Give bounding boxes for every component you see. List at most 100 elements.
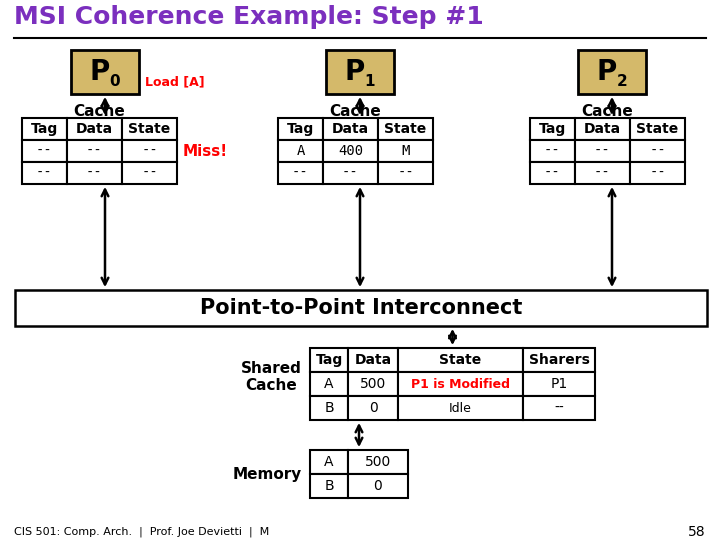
Bar	[523, 372, 595, 396]
Text: Sharers: Sharers	[528, 353, 590, 367]
Bar	[398, 396, 523, 420]
Bar	[630, 162, 685, 184]
Text: 1: 1	[365, 73, 375, 89]
Bar	[22, 162, 67, 184]
Bar	[310, 474, 348, 498]
Text: --: --	[141, 144, 158, 158]
Text: Tag: Tag	[31, 122, 58, 136]
Bar	[122, 162, 177, 184]
Text: State: State	[636, 122, 679, 136]
Text: 0: 0	[374, 479, 382, 493]
Bar	[22, 118, 67, 140]
Bar	[323, 140, 378, 162]
Text: State: State	[128, 122, 171, 136]
Text: Load [A]: Load [A]	[145, 76, 204, 89]
Text: A: A	[297, 144, 305, 158]
Text: Point-to-Point Interconnect: Point-to-Point Interconnect	[200, 298, 522, 318]
Text: --: --	[594, 166, 611, 180]
Bar	[530, 162, 575, 184]
Bar	[278, 162, 323, 184]
Bar	[323, 162, 378, 184]
Text: P1: P1	[550, 377, 567, 391]
Bar	[348, 396, 398, 420]
Bar	[71, 50, 139, 94]
Text: --: --	[544, 144, 561, 158]
Text: Idle: Idle	[449, 402, 472, 415]
Bar	[310, 450, 348, 474]
Bar	[310, 396, 348, 420]
Text: --: --	[86, 144, 103, 158]
Text: --: --	[649, 166, 666, 180]
Text: Cache: Cache	[73, 105, 125, 119]
Bar	[378, 118, 433, 140]
Bar	[348, 474, 408, 498]
Text: --: --	[36, 144, 53, 158]
Bar	[122, 140, 177, 162]
Text: --: --	[141, 166, 158, 180]
Text: 0: 0	[109, 73, 120, 89]
Bar	[398, 348, 523, 372]
Bar	[575, 118, 630, 140]
Bar	[67, 140, 122, 162]
Text: --: --	[554, 401, 564, 415]
Bar	[630, 140, 685, 162]
Bar	[326, 50, 394, 94]
Bar	[523, 348, 595, 372]
Text: A: A	[324, 377, 334, 391]
Text: MSI Coherence Example: Step #1: MSI Coherence Example: Step #1	[14, 5, 484, 29]
Text: 2: 2	[616, 73, 627, 89]
Text: --: --	[86, 166, 103, 180]
Bar	[67, 162, 122, 184]
Text: --: --	[594, 144, 611, 158]
Text: Tag: Tag	[315, 353, 343, 367]
Bar	[378, 162, 433, 184]
Bar	[67, 118, 122, 140]
Text: Tag: Tag	[539, 122, 566, 136]
Text: --: --	[649, 144, 666, 158]
Text: 500: 500	[365, 455, 391, 469]
Bar	[575, 162, 630, 184]
Text: Data: Data	[584, 122, 621, 136]
Bar	[530, 118, 575, 140]
Bar	[523, 396, 595, 420]
Text: Shared
Cache: Shared Cache	[241, 361, 302, 393]
Text: --: --	[36, 166, 53, 180]
Bar	[398, 372, 523, 396]
Bar	[278, 118, 323, 140]
Text: Data: Data	[332, 122, 369, 136]
Bar	[310, 372, 348, 396]
Text: 400: 400	[338, 144, 363, 158]
Text: --: --	[292, 166, 309, 180]
Bar	[323, 118, 378, 140]
Text: A: A	[324, 455, 334, 469]
Bar	[348, 372, 398, 396]
Text: 500: 500	[360, 377, 386, 391]
Bar	[278, 140, 323, 162]
Text: P: P	[345, 58, 365, 86]
Bar	[378, 140, 433, 162]
Text: State: State	[384, 122, 427, 136]
Text: B: B	[324, 401, 334, 415]
Text: P: P	[597, 58, 617, 86]
Text: --: --	[544, 166, 561, 180]
Bar	[15, 290, 707, 326]
Text: P: P	[90, 58, 110, 86]
Text: State: State	[439, 353, 482, 367]
Bar	[22, 140, 67, 162]
Bar	[122, 118, 177, 140]
Text: P1 is Modified: P1 is Modified	[411, 377, 510, 390]
Bar	[578, 50, 646, 94]
Text: 58: 58	[688, 525, 706, 539]
Bar	[348, 450, 408, 474]
Text: Memory: Memory	[233, 467, 302, 482]
Bar	[310, 348, 348, 372]
Bar	[348, 348, 398, 372]
Text: Tag: Tag	[287, 122, 314, 136]
Text: Cache: Cache	[582, 105, 634, 119]
Text: --: --	[342, 166, 359, 180]
Text: Miss!: Miss!	[183, 144, 228, 159]
Bar	[575, 140, 630, 162]
Bar	[530, 140, 575, 162]
Text: 0: 0	[369, 401, 377, 415]
Text: M: M	[401, 144, 410, 158]
